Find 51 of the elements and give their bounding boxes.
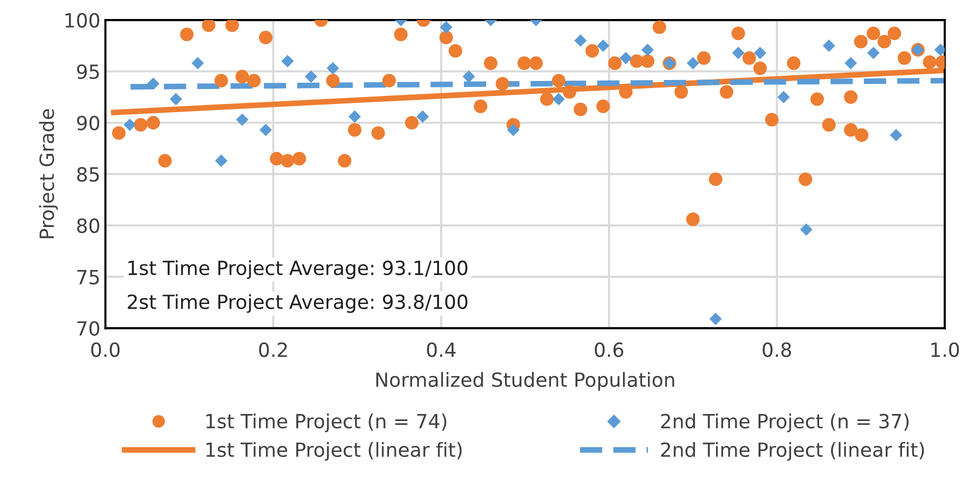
x-tick-label: 1.0 — [931, 342, 959, 358]
point — [192, 56, 204, 70]
point — [709, 312, 722, 326]
y-tick-label: 75 — [77, 270, 99, 284]
point — [552, 92, 565, 106]
point — [440, 21, 452, 34]
x-tick-label: 0.4 — [426, 342, 456, 358]
x-tick-label: 0.6 — [594, 342, 624, 358]
point — [890, 128, 902, 142]
point — [281, 54, 294, 68]
point — [462, 70, 476, 83]
x-tick-label: 0.0 — [91, 342, 120, 358]
y-tick-label: 90 — [77, 116, 100, 130]
point — [800, 223, 812, 236]
y-axis-title: Project Grade — [39, 109, 58, 238]
annotation: 1st Time Project Average: 93.1/100 — [128, 260, 468, 280]
legend-label: 2nd Time Project (linear fit) — [661, 442, 924, 461]
point — [754, 46, 766, 60]
annotation: 2st Time Project Average: 93.8/100 — [128, 294, 468, 313]
point — [416, 110, 429, 123]
x-tick-label: 0.2 — [259, 342, 287, 358]
point — [596, 40, 610, 52]
y-tick-label: 70 — [77, 321, 100, 336]
point — [215, 154, 228, 167]
point — [844, 56, 857, 70]
point — [236, 113, 248, 126]
x-axis-title: Normalized Student Population — [376, 372, 674, 391]
point — [732, 46, 744, 60]
point — [686, 56, 700, 70]
point — [124, 118, 136, 132]
point — [641, 44, 654, 56]
y-tick-label: 80 — [77, 218, 100, 234]
legend-label: 1st Time Project (n = 74) — [206, 413, 446, 432]
y-tick-label: 85 — [77, 167, 99, 182]
point — [170, 92, 182, 106]
point — [304, 70, 318, 83]
point — [777, 90, 790, 104]
legend-label: 1st Time Project (linear fit) — [206, 442, 462, 461]
y-tick-label: 95 — [77, 64, 99, 80]
point — [348, 110, 361, 123]
x-tick-label: 0.8 — [762, 342, 792, 358]
point — [574, 34, 587, 47]
y-tick-label: 100 — [66, 12, 100, 28]
legend-label: 2nd Time Project (n = 37) — [661, 413, 909, 432]
point — [260, 124, 272, 136]
point — [326, 62, 340, 75]
point — [147, 78, 160, 90]
point — [822, 40, 836, 52]
point — [507, 124, 520, 136]
point — [867, 46, 880, 60]
point — [620, 52, 632, 64]
